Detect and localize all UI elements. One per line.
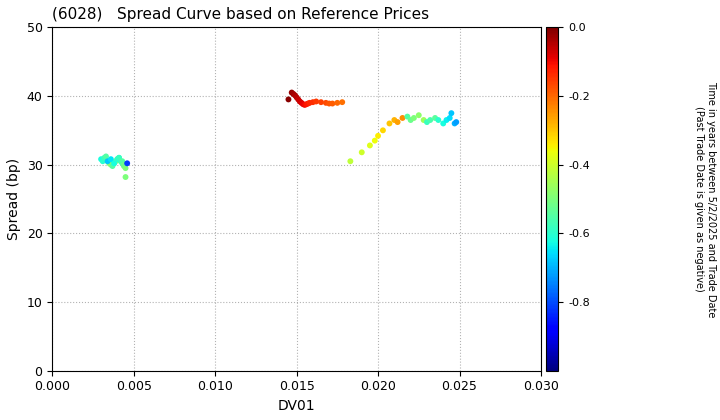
Point	[291, 94, 302, 101]
Point	[405, 117, 416, 123]
Point	[392, 119, 403, 126]
Y-axis label: Spread (bp): Spread (bp)	[7, 158, 21, 240]
Y-axis label: Time in years between 5/2/2025 and Trade Date
(Past Trade Date is given as negat: Time in years between 5/2/2025 and Trade…	[694, 81, 716, 317]
Point	[429, 115, 441, 121]
Point	[310, 98, 322, 105]
Point	[332, 100, 343, 106]
Point	[320, 100, 332, 106]
Point	[307, 99, 319, 105]
Point	[122, 160, 133, 167]
Point	[424, 117, 436, 123]
Point	[109, 160, 120, 167]
Point	[289, 92, 301, 99]
Point	[117, 160, 128, 167]
Point	[438, 120, 449, 127]
Point	[433, 117, 444, 123]
Point	[369, 137, 381, 144]
Point	[384, 120, 395, 127]
Point	[102, 158, 113, 165]
Point	[118, 163, 130, 169]
Point	[99, 155, 110, 161]
Point	[105, 161, 117, 168]
Point	[107, 163, 118, 169]
Point	[112, 156, 123, 163]
Point	[102, 158, 113, 165]
Point	[301, 101, 312, 108]
Point	[364, 142, 376, 149]
Point	[372, 132, 384, 139]
Point	[327, 100, 338, 107]
Point	[113, 155, 125, 161]
Point	[109, 160, 120, 167]
Point	[105, 156, 117, 163]
Point	[120, 174, 131, 181]
Point	[294, 98, 305, 105]
Point	[315, 99, 327, 105]
X-axis label: DV01: DV01	[278, 399, 315, 413]
Point	[283, 96, 294, 103]
Point	[441, 117, 452, 123]
Point	[115, 158, 127, 165]
Point	[110, 158, 122, 165]
Point	[323, 100, 335, 107]
Point	[299, 102, 310, 108]
Point	[100, 153, 112, 160]
Point	[444, 115, 456, 121]
Point	[377, 127, 389, 134]
Point	[287, 91, 299, 97]
Point	[446, 110, 457, 116]
Point	[97, 158, 109, 165]
Point	[104, 160, 115, 167]
Point	[304, 100, 315, 106]
Point	[292, 96, 304, 103]
Text: (6028)   Spread Curve based on Reference Prices: (6028) Spread Curve based on Reference P…	[53, 7, 429, 22]
Point	[302, 100, 314, 107]
Point	[356, 149, 367, 156]
Point	[421, 119, 433, 126]
Point	[296, 100, 307, 106]
Point	[113, 155, 125, 161]
Point	[120, 165, 131, 171]
Point	[413, 112, 425, 118]
Point	[345, 158, 356, 165]
Point	[336, 99, 348, 105]
Point	[95, 156, 107, 163]
Point	[449, 120, 460, 127]
Point	[402, 113, 413, 120]
Point	[117, 158, 128, 165]
Point	[286, 89, 297, 96]
Point	[118, 161, 130, 168]
Point	[418, 117, 429, 123]
Point	[397, 115, 408, 121]
Point	[297, 101, 309, 108]
Point	[389, 117, 400, 123]
Point	[451, 119, 462, 126]
Point	[408, 115, 420, 121]
Point	[112, 156, 123, 163]
